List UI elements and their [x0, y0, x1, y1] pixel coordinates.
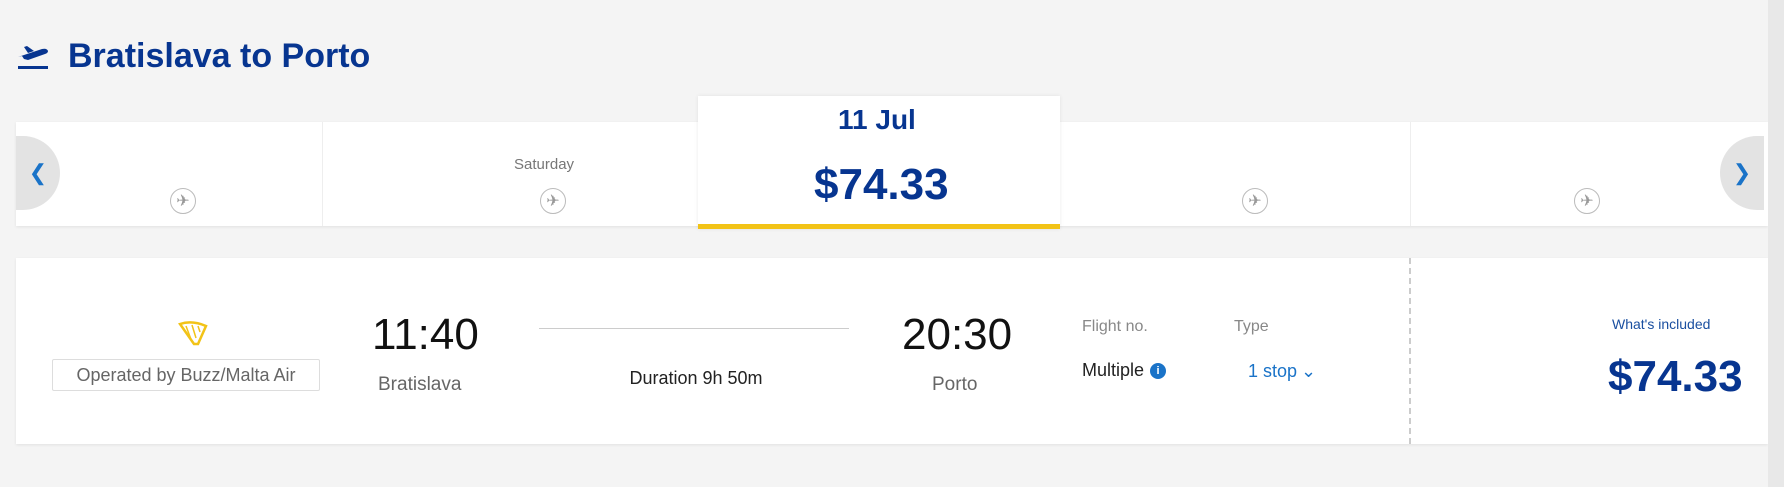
plane-icon: ✈ [170, 188, 196, 214]
harp-logo-icon [178, 321, 208, 346]
page-title: Bratislava to Porto [68, 37, 371, 75]
date-cell-day: Saturday [514, 156, 575, 173]
flight-no-label: Flight no. [1082, 318, 1148, 335]
arrival-time: 20:30 [902, 310, 1013, 359]
route-line [539, 328, 849, 329]
chevron-left-icon: ❮ [28, 160, 48, 185]
date-cell-4[interactable]: ✈ [1410, 122, 1768, 226]
plane-icon: ✈ [1242, 188, 1268, 214]
chevron-right-icon: ❯ [1732, 160, 1752, 185]
page-scrollbar[interactable] [1768, 0, 1784, 487]
plane-icon: ✈ [1574, 188, 1600, 214]
departure-city: Bratislava [378, 374, 462, 395]
flight-price[interactable]: $74.33 [1608, 352, 1743, 401]
flight-no-text: Multiple [1082, 360, 1145, 380]
selected-date: 11 Jul [838, 104, 916, 135]
flight-no-value: Multiple i [1082, 360, 1167, 381]
title-row: Bratislava to Porto [16, 34, 374, 78]
departure-time: 11:40 [372, 310, 479, 359]
card-divider [1409, 258, 1411, 444]
info-icon[interactable]: i [1150, 362, 1167, 379]
flight-card[interactable]: Operated by Buzz/Malta Air 11:40 Bratisl… [16, 258, 1768, 444]
plane-takeoff-icon [18, 46, 48, 69]
date-cell-3[interactable]: ✈ [1060, 122, 1411, 226]
stops-button[interactable]: 1 stop ⌄ [1244, 356, 1321, 386]
date-cell-selected[interactable]: 11 Jul $74.33 [698, 96, 1060, 229]
chevron-down-icon: ⌄ [1301, 360, 1317, 381]
type-label: Type [1234, 318, 1269, 335]
price-included-label: What's included [1612, 316, 1711, 332]
arrival-city: Porto [932, 374, 978, 395]
date-cell-1[interactable]: ✈ [16, 122, 323, 226]
stops-text: 1 stop [1248, 360, 1298, 381]
date-cell-2[interactable]: Saturday ✈ [322, 122, 699, 226]
plane-icon: ✈ [540, 188, 566, 214]
operated-by-label: Operated by Buzz/Malta Air [52, 359, 320, 391]
duration-button[interactable]: Duration 9h 50m [546, 356, 846, 400]
selected-price: $74.33 [814, 160, 949, 209]
